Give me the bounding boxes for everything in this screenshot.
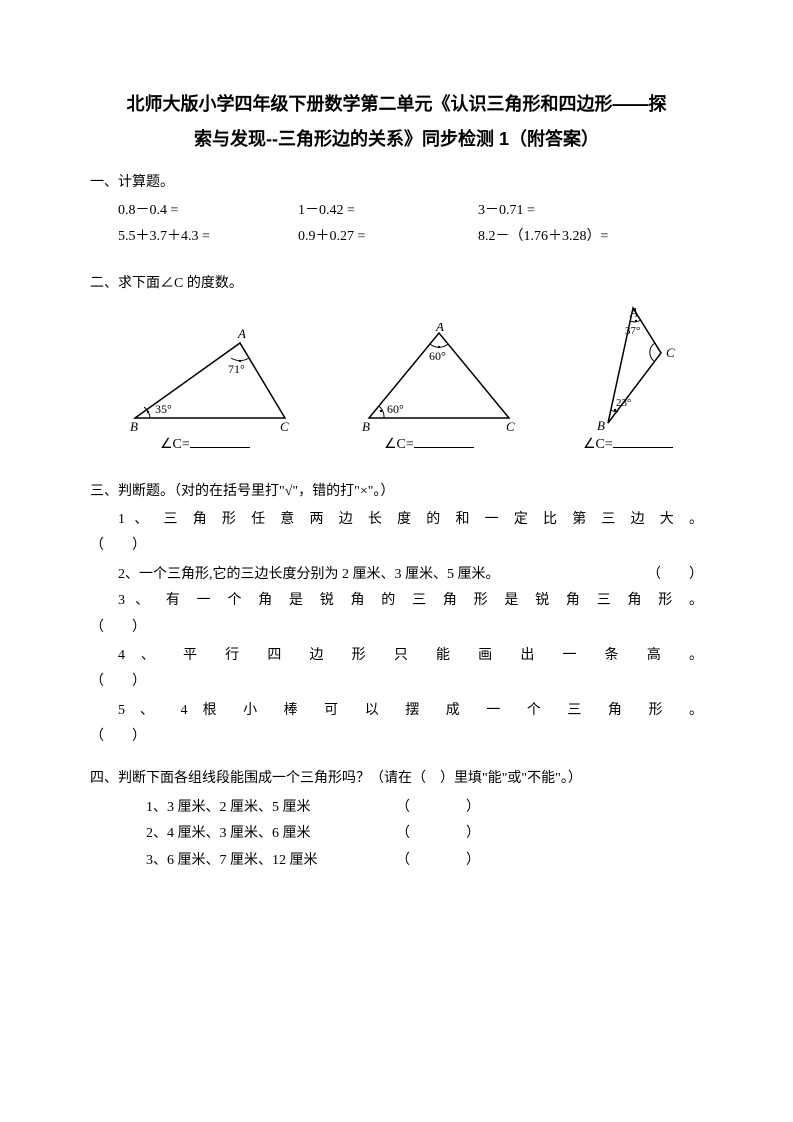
judge-q4-paren: （ ） xyxy=(90,671,703,693)
judge-q1-paren: （ ） xyxy=(90,535,703,557)
segment-item-1: 1、3 厘米、2 厘米、5 厘米 （ ） xyxy=(146,797,703,819)
judge-q1: 1 、 三 角 形 任 意 两 边 长 度 的 和 一 定 比 第 三 边 大 … xyxy=(118,509,703,531)
svg-text:60°: 60° xyxy=(429,349,446,363)
triangle-3-svg: A B C 37° 23° xyxy=(583,303,683,433)
svg-text:B: B xyxy=(130,419,138,433)
calc-row-1: 0.8－0.4 = 1－0.42 = 3－0.71 = xyxy=(118,200,703,222)
triangle-row: A B C 71° 35° ∠C= A B C 60° 60° ∠C= xyxy=(130,303,683,456)
calc-item: 0.9＋0.27 = xyxy=(298,226,478,248)
judge-q3-paren: （ ） xyxy=(90,617,703,639)
triangle-3: A B C 37° 23° ∠C= xyxy=(583,303,683,456)
triangle-2-svg: A B C 60° 60° xyxy=(359,323,519,433)
section-4-head: 四、判断下面各组线段能围成一个三角形吗？（请在（ ）里填"能"或"不能"。） xyxy=(90,768,703,790)
answer-blank xyxy=(414,433,474,448)
section-2-head: 二、求下面∠C 的度数。 xyxy=(90,273,703,295)
section-3-head: 三、判断题。（对的在括号里打"√"，错的打"×"。） xyxy=(90,481,703,503)
title-line-2: 索与发现--三角形边的关系》同步检测 1（附答案） xyxy=(90,125,703,154)
triangle-2: A B C 60° 60° ∠C= xyxy=(359,323,519,456)
segment-item-2: 2、4 厘米、3 厘米、6 厘米 （ ） xyxy=(146,823,703,845)
segment-paren: （ ） xyxy=(396,823,516,845)
angle-c-label: ∠C= xyxy=(160,437,190,452)
svg-text:A: A xyxy=(435,323,444,334)
judge-q5: 5 、 4 根 小 棒 可 以 摆 成 一 个 三 角 形 。 xyxy=(118,700,703,722)
calc-item: 3－0.71 = xyxy=(478,200,698,222)
svg-text:60°: 60° xyxy=(387,402,404,416)
section-1-head: 一、计算题。 xyxy=(90,172,703,194)
segment-item-3: 3、6 厘米、7 厘米、12 厘米 （ ） xyxy=(146,850,703,872)
svg-text:37°: 37° xyxy=(625,325,640,337)
svg-text:A: A xyxy=(629,305,638,320)
svg-text:23°: 23° xyxy=(616,397,631,409)
calc-item: 8.2－（1.76＋3.28）= xyxy=(478,226,698,248)
svg-text:C: C xyxy=(506,419,515,433)
angle-c-label: ∠C= xyxy=(384,437,414,452)
judge-q2-paren: （ ） xyxy=(647,564,703,586)
answer-blank xyxy=(190,433,250,448)
segment-paren: （ ） xyxy=(396,797,516,819)
angle-c-label: ∠C= xyxy=(583,437,613,452)
segment-label: 3、6 厘米、7 厘米、12 厘米 xyxy=(146,850,396,872)
judge-q4: 4 、 平 行 四 边 形 只 能 画 出 一 条 高 。 xyxy=(118,645,703,667)
svg-text:71°: 71° xyxy=(228,362,245,376)
judge-q3: 3 、 有 一 个 角 是 锐 角 的 三 角 形 是 锐 角 三 角 形 。 xyxy=(118,590,703,612)
svg-text:C: C xyxy=(280,419,289,433)
svg-text:B: B xyxy=(362,419,370,433)
svg-text:B: B xyxy=(597,418,605,433)
svg-text:A: A xyxy=(237,326,246,341)
segment-label: 1、3 厘米、2 厘米、5 厘米 xyxy=(146,797,396,819)
title-line-1: 北师大版小学四年级下册数学第二单元《认识三角形和四边形——探 xyxy=(90,90,703,119)
svg-text:35°: 35° xyxy=(155,402,172,416)
svg-text:C: C xyxy=(666,345,675,360)
triangle-1: A B C 71° 35° ∠C= xyxy=(130,323,295,456)
calc-row-2: 5.5＋3.7＋4.3 = 0.9＋0.27 = 8.2－（1.76＋3.28）… xyxy=(118,226,703,248)
judge-q2-text: 2、一个三角形,它的三边长度分别为 2 厘米、3 厘米、5 厘米。 xyxy=(118,564,500,586)
answer-blank xyxy=(613,433,673,448)
segment-label: 2、4 厘米、3 厘米、6 厘米 xyxy=(146,823,396,845)
calc-item: 0.8－0.4 = xyxy=(118,200,298,222)
segment-paren: （ ） xyxy=(396,850,516,872)
calc-item: 1－0.42 = xyxy=(298,200,478,222)
calc-item: 5.5＋3.7＋4.3 = xyxy=(118,226,298,248)
triangle-1-svg: A B C 71° 35° xyxy=(130,323,295,433)
judge-q2: 2、一个三角形,它的三边长度分别为 2 厘米、3 厘米、5 厘米。 （ ） xyxy=(118,564,703,586)
judge-q5-paren: （ ） xyxy=(90,726,703,748)
